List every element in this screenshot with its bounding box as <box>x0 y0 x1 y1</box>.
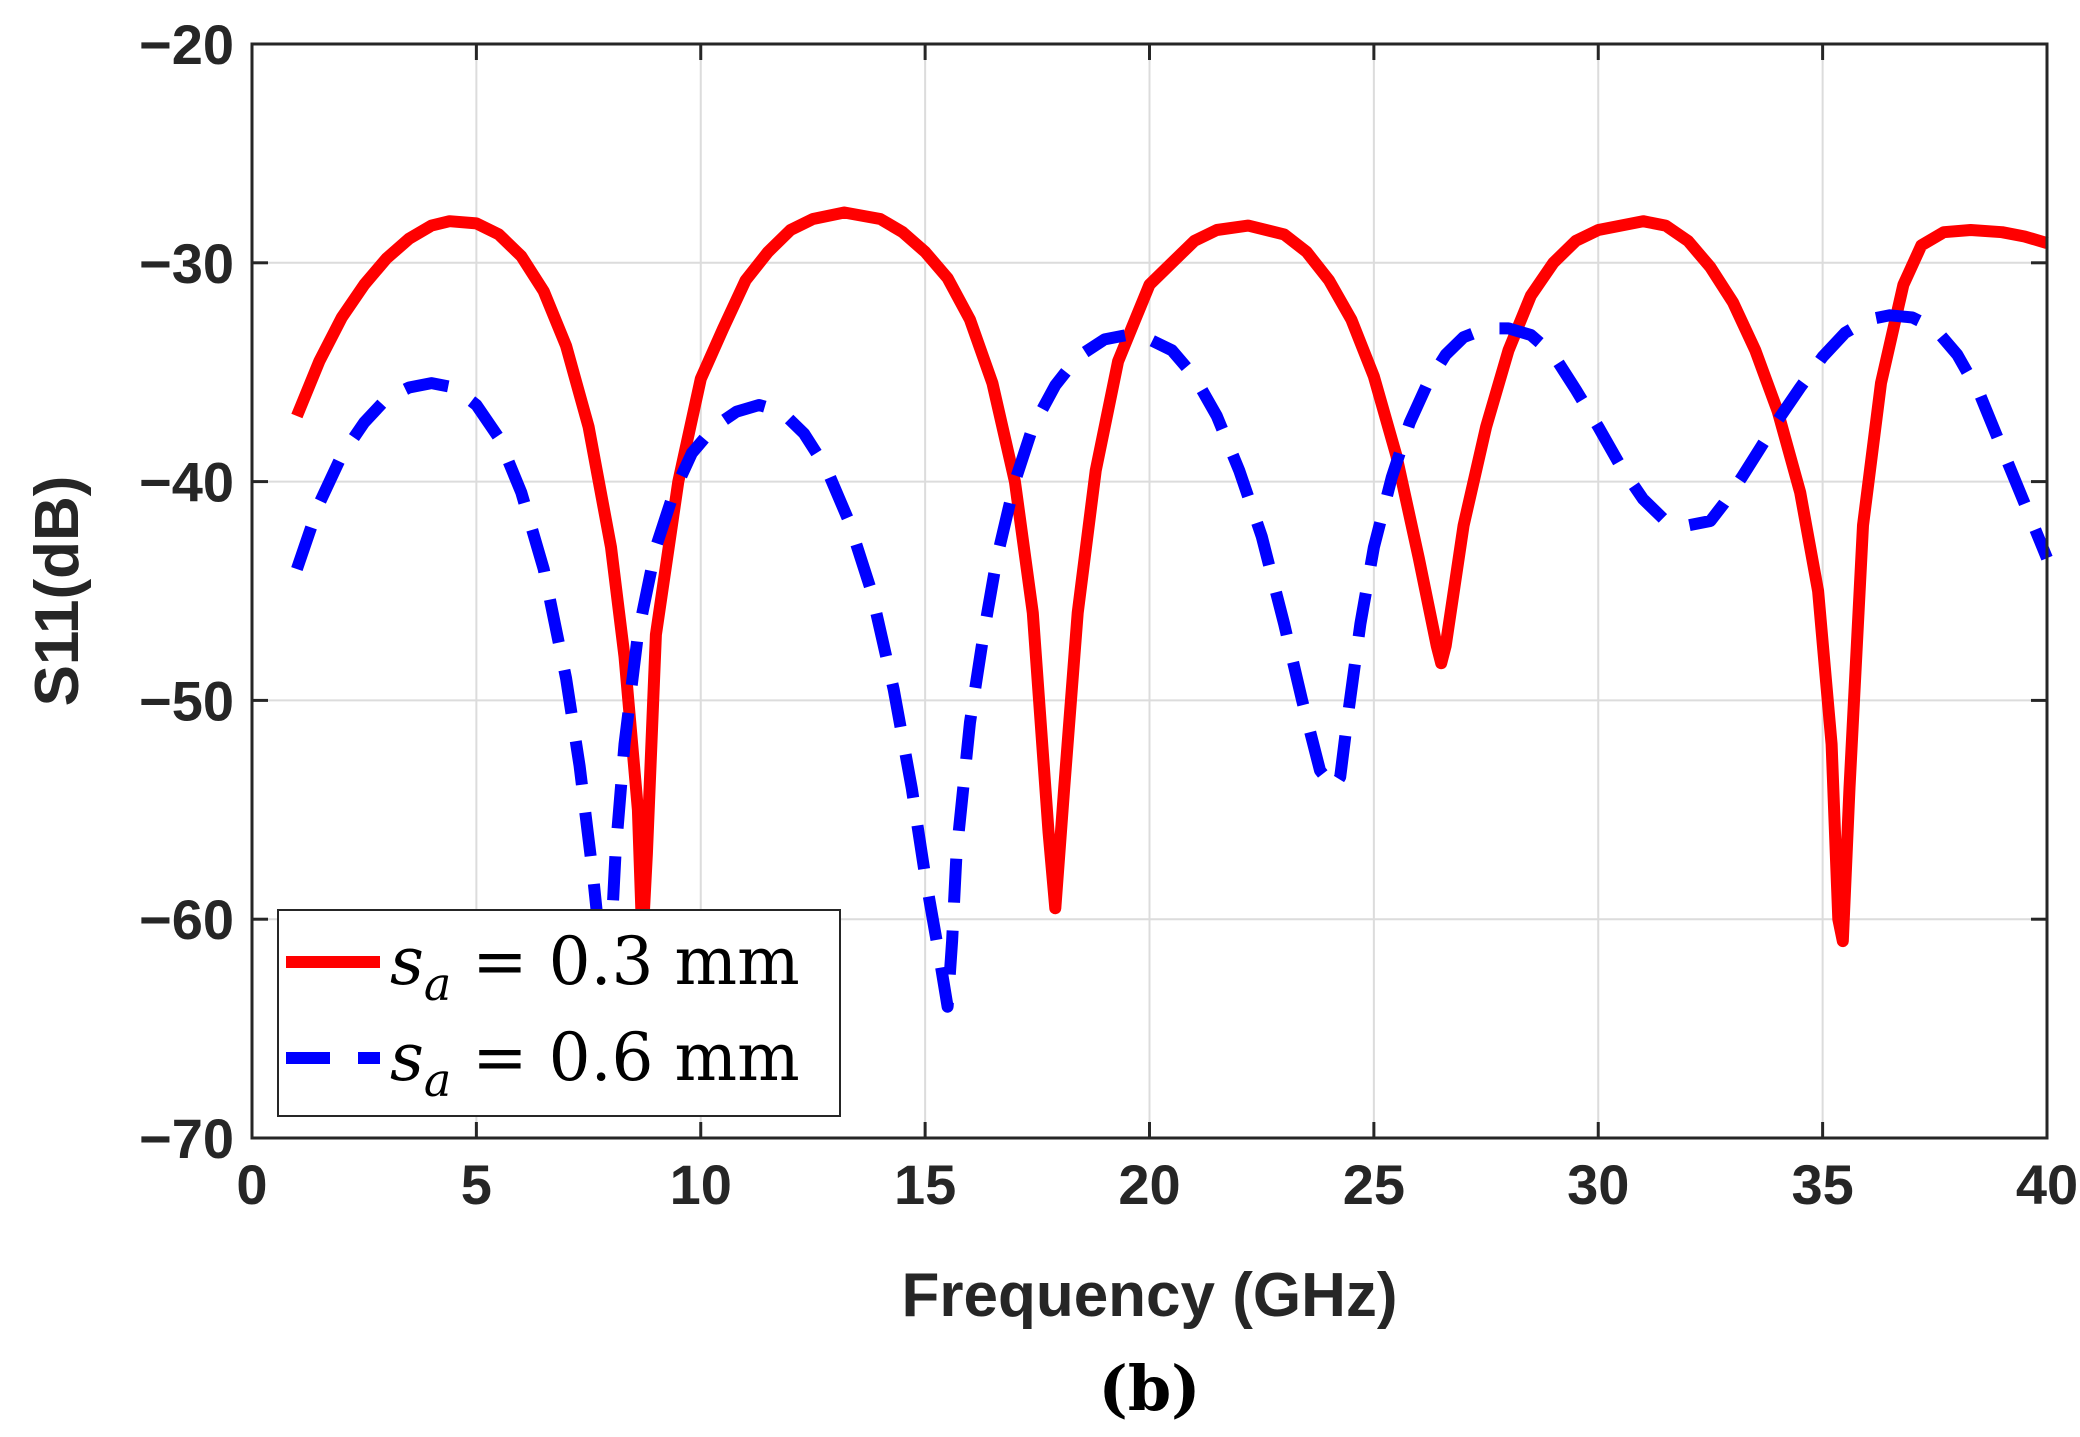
series-line-1 <box>291 206 2049 948</box>
x-tick-label: 0 <box>236 1153 267 1216</box>
legend-subscript: a <box>424 957 451 1011</box>
legend-var: s <box>390 1019 424 1096</box>
x-tick-label: 5 <box>461 1153 492 1216</box>
legend-box <box>277 909 841 1117</box>
x-tick-label: 35 <box>1791 1153 1853 1216</box>
legend-label-2: sa = 0.6 mm <box>390 1019 800 1107</box>
x-tick-label: 30 <box>1567 1153 1629 1216</box>
y-tick-label: −70 <box>139 1107 234 1170</box>
legend-text-rest: = 0.3 mm <box>451 923 799 1000</box>
x-tick-label: 25 <box>1343 1153 1405 1216</box>
axis-ticks <box>250 42 2049 1140</box>
x-tick-label: 15 <box>894 1153 956 1216</box>
x-axis-label: Frequency (GHz) <box>901 1261 1397 1330</box>
x-tick-labels: 0 5 10 15 20 25 30 35 40 <box>236 1153 2078 1216</box>
legend-var: s <box>390 923 424 1000</box>
y-axis-label: S11(dB) <box>23 476 92 707</box>
y-tick-label: −50 <box>139 669 234 732</box>
x-tick-label: 10 <box>670 1153 732 1216</box>
y-tick-label: −60 <box>139 888 234 951</box>
x-tick-label: 40 <box>2016 1153 2078 1216</box>
legend-label-1: sa = 0.3 mm <box>390 923 800 1011</box>
x-tick-label: 20 <box>1118 1153 1180 1216</box>
legend-subscript: a <box>424 1053 451 1107</box>
figure-caption: (b) <box>1098 1352 1200 1425</box>
y-tick-label: −30 <box>139 232 234 295</box>
y-tick-label: −40 <box>139 451 234 514</box>
legend-text-rest: = 0.6 mm <box>451 1019 799 1096</box>
y-tick-labels: −20 −30 −40 −50 −60 −70 <box>139 13 234 1170</box>
y-tick-label: −20 <box>139 13 234 76</box>
